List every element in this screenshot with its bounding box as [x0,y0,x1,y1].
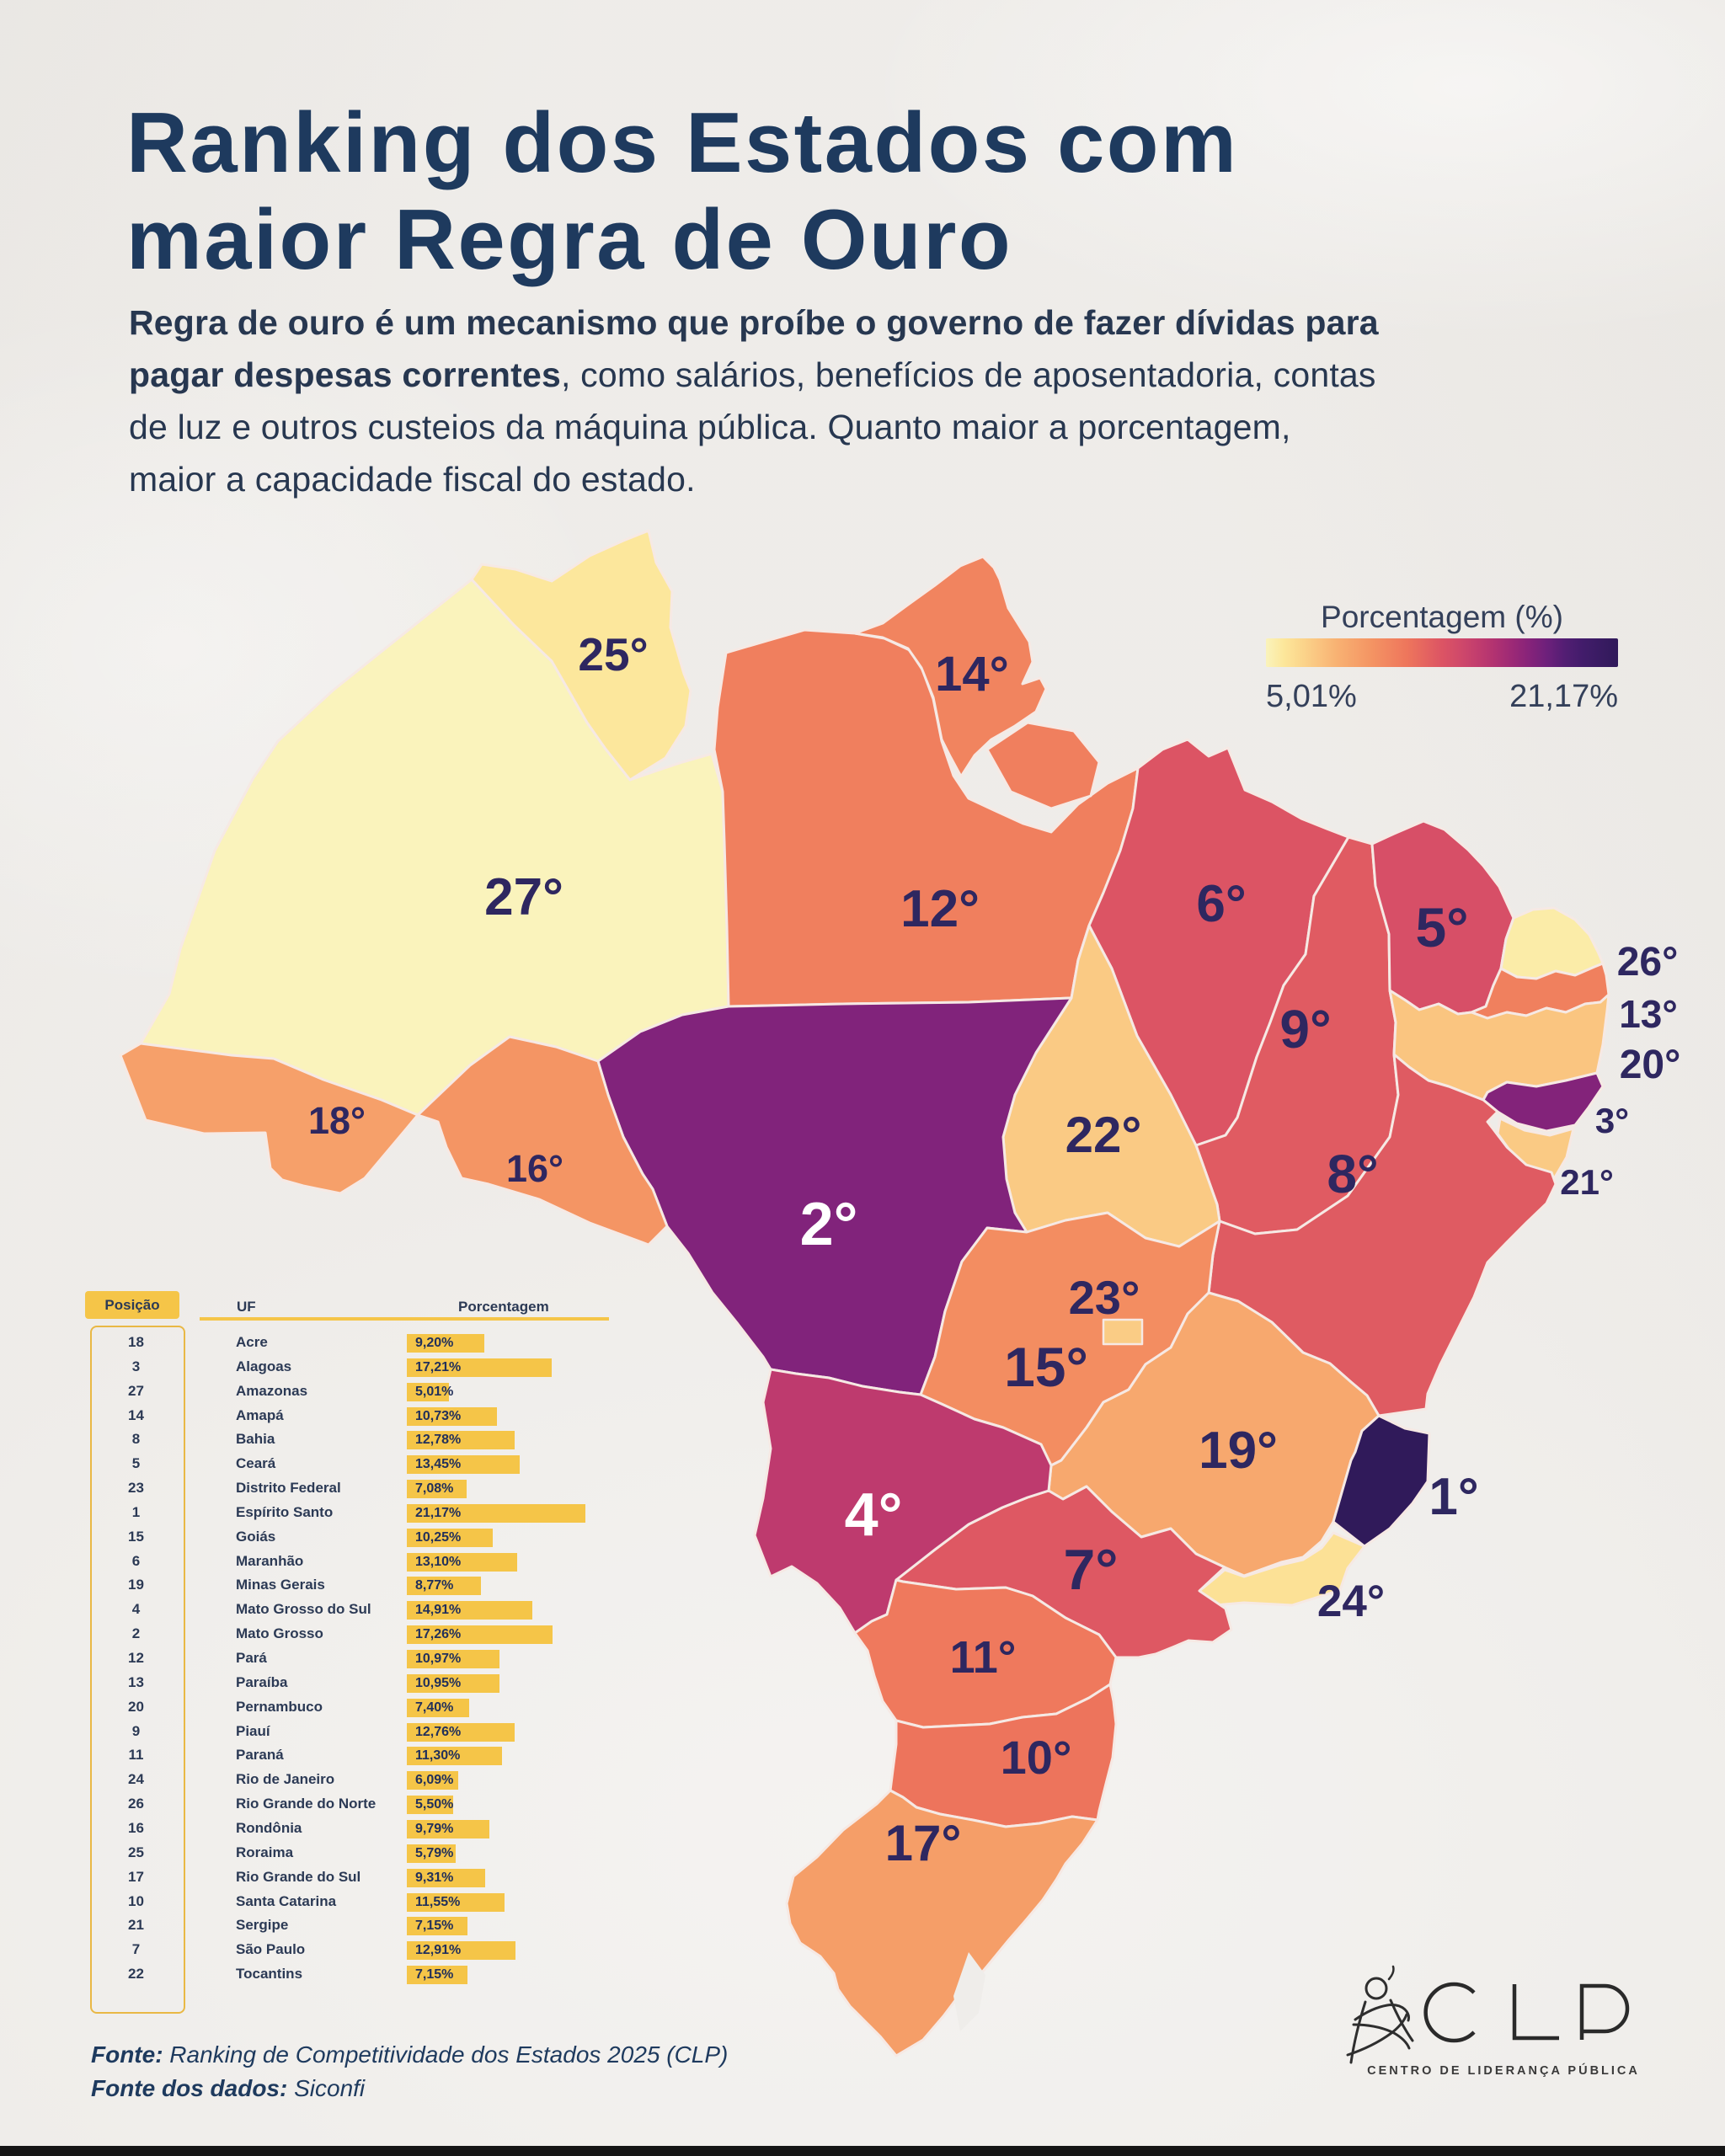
svg-text:16°: 16° [506,1147,563,1190]
svg-text:18°: 18° [308,1099,366,1142]
svg-text:21°: 21° [1560,1162,1614,1202]
svg-text:13°: 13° [1619,992,1678,1036]
svg-text:25°: 25° [578,628,648,680]
svg-text:10°: 10° [1001,1731,1072,1784]
svg-text:26°: 26° [1617,940,1679,985]
svg-text:8°: 8° [1327,1144,1378,1204]
svg-text:7°: 7° [1063,1538,1118,1602]
svg-text:1°: 1° [1429,1468,1478,1526]
svg-text:22°: 22° [1065,1107,1142,1163]
svg-text:19°: 19° [1199,1422,1278,1480]
svg-text:24°: 24° [1317,1577,1385,1626]
svg-text:14°: 14° [935,647,1009,702]
svg-text:5°: 5° [1415,896,1468,958]
svg-text:27°: 27° [484,868,563,926]
svg-text:2°: 2° [800,1191,858,1258]
svg-text:9°: 9° [1279,999,1331,1059]
svg-text:12°: 12° [900,880,980,938]
svg-text:15°: 15° [1004,1336,1088,1398]
svg-text:4°: 4° [845,1481,903,1549]
svg-text:17°: 17° [885,1815,962,1871]
svg-text:3°: 3° [1595,1101,1629,1140]
svg-text:6°: 6° [1196,875,1246,933]
svg-text:23°: 23° [1069,1271,1140,1324]
svg-text:20°: 20° [1620,1043,1681,1087]
svg-text:11°: 11° [950,1632,1017,1683]
